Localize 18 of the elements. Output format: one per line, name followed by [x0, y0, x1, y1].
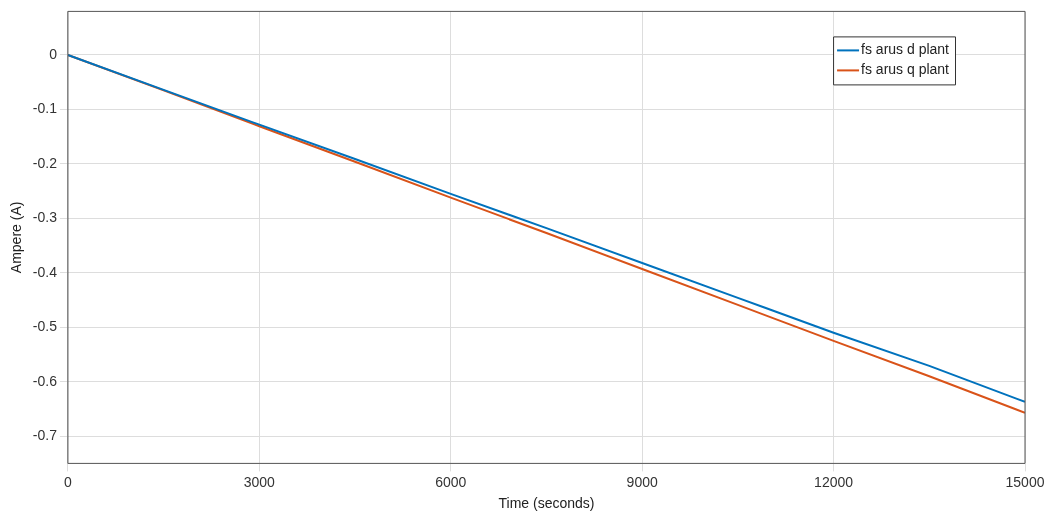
x-tick-label: 3000 — [243, 473, 276, 490]
y-tick-label: -0.7 — [32, 427, 58, 444]
x-tick-label: 0 — [64, 473, 73, 490]
legend-label: fs arus q plant — [861, 61, 950, 78]
y-tick-label: 0 — [49, 45, 58, 62]
y-tick-label: -0.1 — [32, 100, 58, 117]
y-tick-label: -0.4 — [32, 263, 58, 280]
y-axis-title: Ampere (A) — [8, 201, 25, 274]
x-tick-label: 9000 — [626, 473, 658, 490]
y-tick-label: -0.3 — [32, 209, 58, 226]
x-tick-label: 12000 — [814, 473, 854, 490]
y-tick-label: -0.6 — [32, 372, 58, 389]
legend-label: fs arus d plant — [861, 41, 950, 58]
x-tick-label: 15000 — [1005, 473, 1045, 490]
y-tick-label: -0.5 — [32, 318, 58, 335]
x-axis-title: Time (seconds) — [498, 495, 595, 512]
x-tick-label: 6000 — [435, 473, 467, 490]
y-tick-label: -0.2 — [32, 154, 58, 171]
